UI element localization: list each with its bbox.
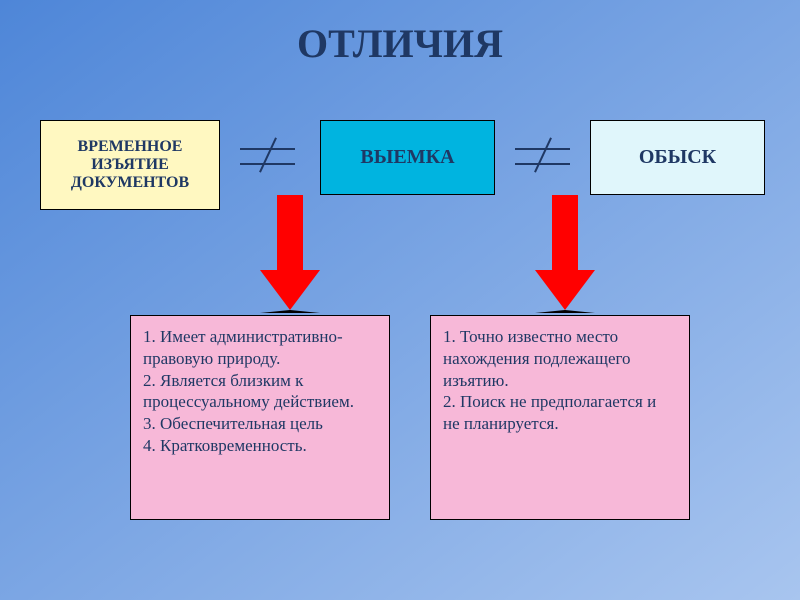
arrow-down-icon [535,195,595,310]
slide-title: ОТЛИЧИЯ [0,20,800,67]
description-left: 1. Имеет административно-правовую природ… [130,315,390,520]
box-vyemka: ВЫЕМКА [320,120,495,195]
arrow-down-icon [260,195,320,310]
not-equal-icon [240,140,295,170]
box-obysk: ОБЫСК [590,120,765,195]
not-equal-icon [515,140,570,170]
box-temporary-seizure: ВРЕМЕННОЕ ИЗЪЯТИЕ ДОКУМЕНТОВ [40,120,220,210]
slide: ОТЛИЧИЯ ВРЕМЕННОЕ ИЗЪЯТИЕ ДОКУМЕНТОВ ВЫЕ… [0,0,800,600]
description-right: 1. Точно известно место нахождения подле… [430,315,690,520]
